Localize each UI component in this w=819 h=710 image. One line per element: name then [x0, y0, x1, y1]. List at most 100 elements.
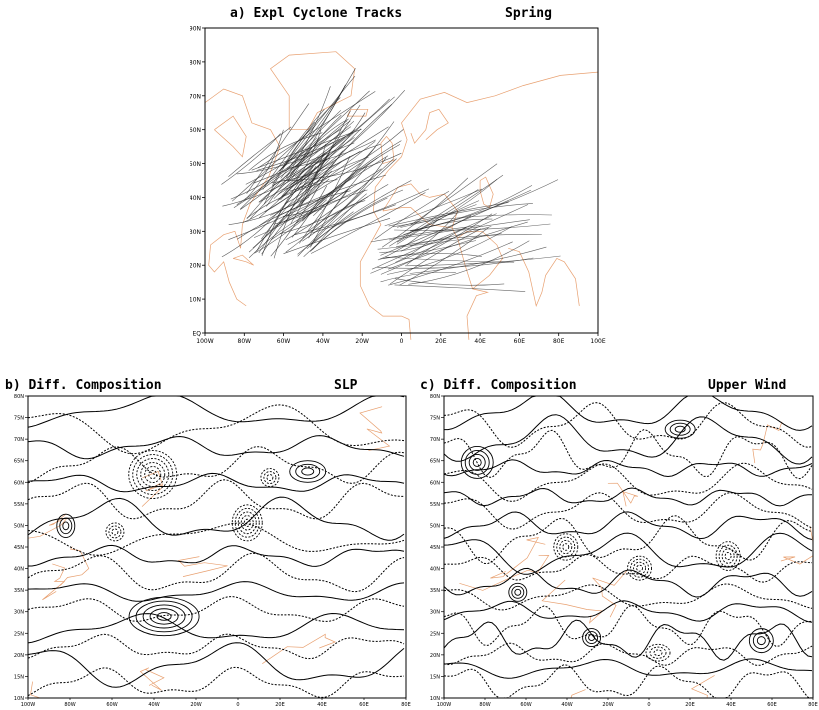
- y-tick-label: 45N: [14, 545, 24, 551]
- x-tick-label: 100W: [21, 702, 36, 708]
- y-tick-label: 75N: [430, 416, 440, 422]
- contour-lines: [28, 396, 404, 697]
- contour-line: [444, 415, 812, 464]
- x-tick-label: 80E: [401, 702, 411, 708]
- y-tick-label: 60N: [190, 127, 201, 134]
- y-tick-label: 35N: [14, 588, 24, 594]
- y-tick-label: 15N: [14, 674, 24, 680]
- x-tick-label: 20E: [685, 702, 695, 708]
- contour-line: [28, 582, 404, 602]
- x-tick-label: 20E: [275, 702, 285, 708]
- x-tick-label: 80W: [238, 338, 252, 344]
- coastline: [262, 634, 335, 663]
- contour-line: [28, 634, 404, 659]
- contour-line: [444, 488, 812, 506]
- y-tick-label: EQ: [192, 331, 201, 338]
- coastline: [28, 514, 68, 538]
- contour-ring: [136, 601, 192, 632]
- x-tick-label: 20W: [355, 338, 369, 344]
- x-tick-label: 0: [236, 702, 239, 708]
- panel-c-title-right: Upper Wind: [708, 378, 786, 393]
- y-tick-label: 40N: [14, 567, 24, 573]
- x-tick-label: 40W: [561, 702, 572, 708]
- y-tick-label: 40N: [430, 567, 440, 573]
- coastline: [360, 407, 390, 451]
- coastline: [527, 690, 585, 698]
- contour-ring: [302, 468, 314, 475]
- contour-line: [444, 516, 812, 564]
- map-frame: [205, 28, 598, 333]
- y-tick-label: 60N: [430, 480, 440, 486]
- contour-line: [28, 396, 404, 427]
- contour-line: [444, 620, 812, 660]
- contour-ring: [722, 549, 734, 563]
- cyclone-track: [377, 258, 533, 268]
- contour-ring: [112, 529, 118, 535]
- coastlines: [205, 52, 598, 340]
- contour-ring: [296, 464, 320, 478]
- contour-ring: [512, 586, 524, 598]
- y-tick-label: 20N: [430, 653, 440, 659]
- cyclone-tracks-map: EQ10N20N30N40N50N60N70N80N90N100W 80W 60W 4…: [190, 22, 610, 344]
- y-tick-label: 45N: [430, 545, 440, 551]
- coastline: [480, 177, 493, 208]
- y-tick-label: 55N: [430, 502, 440, 508]
- contour-cells: [461, 420, 773, 661]
- panel-a-title-right: Spring: [505, 6, 552, 21]
- x-tick-label: 20E: [435, 338, 447, 344]
- x-tick-label: 60E: [359, 702, 369, 708]
- contour-ring: [63, 522, 69, 530]
- y-tick-label: 80N: [430, 394, 440, 400]
- contour-line: [28, 614, 404, 643]
- contour-line: [28, 480, 404, 519]
- map-frame: [28, 396, 406, 698]
- y-tick-label: 50N: [14, 523, 24, 529]
- slp-difference-map: 10N 15N 20N 25N 30N 35N 40N 45N 50N 55N 60N 65N 70N 7…: [0, 392, 412, 708]
- x-tick-label: 40E: [317, 702, 327, 708]
- contour-line: [28, 497, 404, 540]
- contour-ring: [650, 647, 666, 658]
- cyclone-track: [292, 186, 327, 238]
- panel-a-title-left: a) Expl Cyclone Tracks: [230, 6, 402, 21]
- y-tick-label: 80N: [14, 394, 24, 400]
- coastline: [140, 668, 164, 690]
- contour-ring: [145, 467, 161, 483]
- contour-line: [444, 463, 812, 501]
- contour-line: [444, 430, 812, 479]
- contour-line: [28, 447, 404, 484]
- x-tick-label: 0: [647, 702, 650, 708]
- y-tick-label: 65N: [430, 459, 440, 465]
- y-tick-label: 20N: [14, 653, 24, 659]
- contour-ring: [137, 459, 169, 491]
- contour-ring: [586, 632, 598, 644]
- coastline: [31, 682, 67, 698]
- contour-line: [444, 659, 812, 678]
- x-tick-label: 40E: [474, 338, 486, 344]
- cyclone-track: [310, 190, 403, 252]
- panel-b-title-right: SLP: [334, 378, 357, 393]
- contour-line: [444, 605, 812, 646]
- x-tick-label: 60W: [277, 338, 291, 344]
- cyclone-tracks: [221, 68, 560, 291]
- contour-ring: [757, 637, 765, 645]
- x-tick-label: 0: [400, 338, 404, 344]
- x-tick-label: 80E: [808, 702, 818, 708]
- y-tick-label: 65N: [14, 459, 24, 465]
- y-tick-label: 60N: [14, 480, 24, 486]
- x-tick-label: 100W: [196, 338, 213, 344]
- x-tick-label: 60W: [106, 702, 117, 708]
- cyclone-track: [302, 141, 401, 222]
- y-tick-label: 10N: [190, 297, 201, 304]
- coastline: [411, 109, 448, 143]
- contour-line: [444, 584, 812, 610]
- contour-line: [28, 667, 404, 697]
- contour-line: [28, 545, 404, 566]
- contour-ring: [150, 609, 178, 624]
- contour-line: [444, 460, 812, 477]
- cyclone-track: [397, 201, 479, 245]
- cyclone-track: [272, 99, 389, 186]
- coastline: [781, 526, 813, 564]
- y-tick-label: 30N: [190, 229, 201, 236]
- x-tick-label: 40W: [316, 338, 330, 344]
- x-tick-label: 60W: [520, 702, 531, 708]
